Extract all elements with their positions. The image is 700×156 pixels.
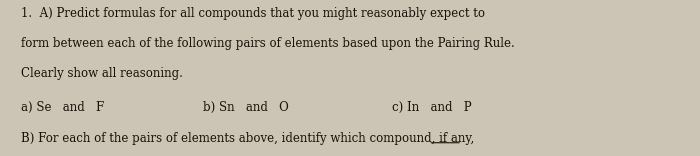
Text: b) Sn   and   O: b) Sn and O xyxy=(203,101,288,114)
Text: B) For each of the pairs of elements above, identify which compound, if any,: B) For each of the pairs of elements abo… xyxy=(21,132,475,145)
Text: c) In   and   P: c) In and P xyxy=(392,101,472,114)
Text: a) Se   and   F: a) Se and F xyxy=(21,101,104,114)
Text: form between each of the following pairs of elements based upon the Pairing Rule: form between each of the following pairs… xyxy=(21,37,514,50)
Text: Clearly show all reasoning.: Clearly show all reasoning. xyxy=(21,67,183,80)
Text: 1.  A) Predict formulas for all compounds that you might reasonably expect to: 1. A) Predict formulas for all compounds… xyxy=(21,7,485,20)
